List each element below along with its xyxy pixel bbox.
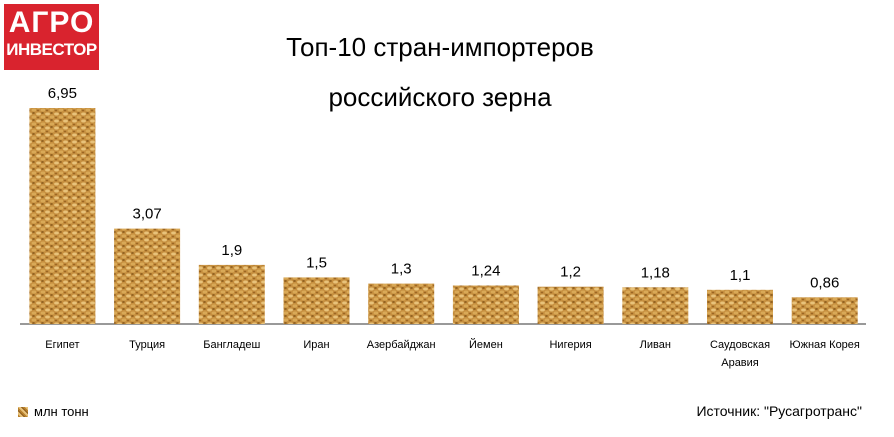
legend-label: млн тонн [34,404,89,419]
value-label-7: 1,2 [560,264,581,281]
value-label-4: 1,5 [306,254,327,271]
category-label-3: Бангладеш [203,339,260,351]
bar-9 [707,289,773,324]
source-note: Источник: "Русагротранс" [696,403,862,419]
chart-title: Топ-10 стран-импортеров российского зерн… [220,22,660,122]
chart-title-line-2: российского зерна [328,82,552,112]
bar-7 [537,286,604,324]
chart-title-line-1: Топ-10 стран-импортеров [286,32,594,62]
bar-8 [622,287,689,324]
bar-6 [452,285,519,324]
logo-line-1: АГРО [8,6,95,39]
bar-5 [368,283,435,324]
category-label-10: Южная Корея [789,339,859,351]
category-label-9: Саудовская Аравия [710,339,770,369]
value-label-10: 0,86 [810,274,839,291]
category-label-4: Иран [303,339,329,351]
bar-2 [114,228,181,324]
value-label-2: 3,07 [132,206,161,223]
value-label-5: 1,3 [391,261,412,278]
category-label-6: Йемен [469,338,503,351]
bar-4 [283,277,350,324]
category-label-8: Ливан [640,339,671,351]
logo-line-2: ИНВЕСТОР [6,40,97,59]
category-label-2: Турция [129,339,165,351]
legend: млн тонн [18,404,89,419]
value-label-9: 1,1 [730,267,751,284]
bar-1 [29,108,96,324]
bar-3 [198,264,265,324]
legend-swatch [18,406,28,417]
category-label-1: Египет [45,339,79,351]
category-label-7: Нигерия [549,339,591,351]
value-label-1: 6,95 [48,85,77,102]
value-label-8: 1,18 [641,264,670,281]
value-label-3: 1,9 [221,242,242,259]
bar-10 [791,297,858,324]
category-label-5: Азербайджан [367,339,436,351]
brand-logo: АГРО ИНВЕСТОР [4,4,99,70]
value-label-6: 1,24 [471,263,500,280]
